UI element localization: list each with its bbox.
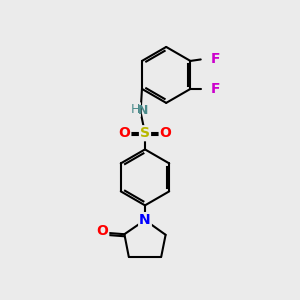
- Text: H: H: [130, 103, 140, 116]
- Text: S: S: [140, 126, 150, 140]
- Text: O: O: [96, 224, 108, 238]
- Text: O: O: [160, 126, 172, 140]
- Text: N: N: [138, 104, 148, 117]
- Text: N: N: [139, 213, 151, 227]
- Text: O: O: [118, 126, 130, 140]
- Text: F: F: [211, 82, 220, 96]
- Text: F: F: [211, 52, 220, 67]
